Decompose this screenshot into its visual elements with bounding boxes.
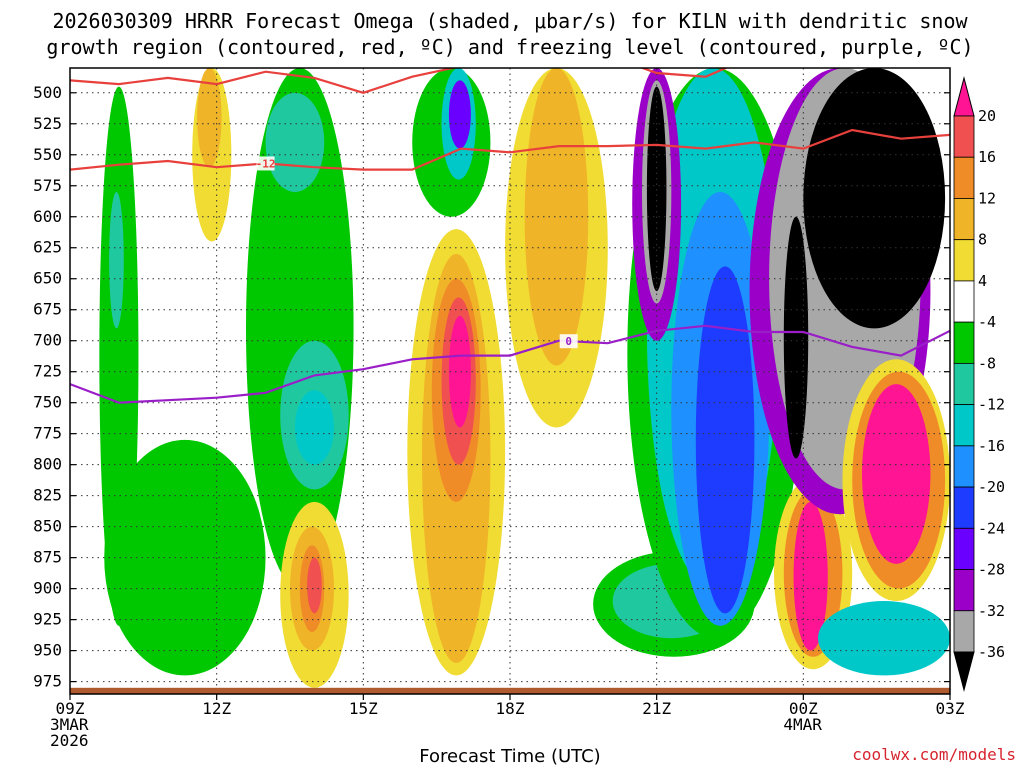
colorbar-label-10: -24 xyxy=(978,519,1005,537)
y-tick-label-775: 775 xyxy=(33,424,62,443)
colorbar-swatch-10 xyxy=(953,527,975,570)
colorbar-swatch-3 xyxy=(953,239,975,282)
colorbar-label-0: 20 xyxy=(978,107,996,125)
x-tick-year-09Z: 2026 xyxy=(50,731,89,750)
colorbar-swatch-5 xyxy=(953,321,975,364)
colorbar-swatch-0 xyxy=(953,115,975,158)
x-axis-label: Forecast Time (UTC) xyxy=(419,746,600,767)
colorbar-label-11: -28 xyxy=(978,561,1005,579)
chart-title-line1: 2026030309 HRRR Forecast Omega (shaded, … xyxy=(52,9,968,33)
omega-region-12 xyxy=(307,557,322,614)
terrain xyxy=(70,687,950,694)
colorbar-label-3: 8 xyxy=(978,231,987,249)
chart-title-line2: growth region (contoured, red, ºC) and f… xyxy=(46,35,973,59)
omega-region-20 xyxy=(448,315,471,428)
colorbar-label-7: -12 xyxy=(978,396,1005,414)
y-tick-label-600: 600 xyxy=(33,207,62,226)
dgz-contour-lower xyxy=(70,128,950,171)
y-tick-label-550: 550 xyxy=(33,145,62,164)
colorbar: 20 16 12 8 4 -4 -8 -12 -16 -20 -24 -28 -32 -36 xyxy=(953,76,1005,692)
colorbar-swatch-8 xyxy=(953,445,975,488)
y-tick-label-875: 875 xyxy=(33,548,62,567)
omega-region-39 xyxy=(818,601,950,676)
y-tick-label-950: 950 xyxy=(33,641,62,660)
y-tick-label-925: 925 xyxy=(33,610,62,629)
colorbar-swatch-6 xyxy=(953,362,975,406)
colorbar-bottom-arrow xyxy=(953,651,975,692)
y-tick-label-575: 575 xyxy=(33,176,62,195)
omega-region-28 xyxy=(695,266,755,614)
contours: -12 0 xyxy=(70,68,950,404)
colorbar-swatch-9 xyxy=(953,486,975,529)
y-tick-label-800: 800 xyxy=(33,455,62,474)
x-tick-label-09Z: 09Z xyxy=(56,699,85,718)
colorbar-label-4: 4 xyxy=(978,272,987,290)
colorbar-label-9: -20 xyxy=(978,478,1005,496)
y-tick-label-675: 675 xyxy=(33,300,62,319)
x-tick-label-18Z: 18Z xyxy=(496,699,525,718)
colorbar-label-12: -32 xyxy=(978,602,1005,620)
omega-region-6 xyxy=(265,92,325,192)
y-tick-label-825: 825 xyxy=(33,486,62,505)
freezing-level-label-bg xyxy=(559,334,578,349)
colorbar-label-6: -8 xyxy=(978,354,996,372)
omega-region-34 xyxy=(793,501,828,651)
omega-region-22 xyxy=(524,68,589,366)
y-tick-label-850: 850 xyxy=(33,517,62,536)
y-tick-label-900: 900 xyxy=(33,579,62,598)
omega-region-37 xyxy=(803,68,946,329)
x-tick-label-12Z: 12Z xyxy=(202,699,231,718)
omega-region-38 xyxy=(783,216,809,459)
colorbar-swatch-1 xyxy=(953,156,975,199)
y-tick-label-750: 750 xyxy=(33,393,62,412)
omega-region-1 xyxy=(109,191,124,329)
colorbar-swatch-2 xyxy=(953,198,975,241)
y-tick-label-650: 650 xyxy=(33,269,62,288)
colorbar-label-5: -4 xyxy=(978,313,996,331)
colorbar-swatch-4 xyxy=(953,280,975,323)
y-tick-label-975: 975 xyxy=(33,672,62,691)
y-tick-label-725: 725 xyxy=(33,362,62,381)
credit-text: coolwx.com/models xyxy=(852,745,1016,764)
omega-region-8 xyxy=(294,390,335,465)
x-tick-label-15Z: 15Z xyxy=(349,699,378,718)
y-axis: 500 525 550 575 600 625 650 675 700 725 750 775 800 8… xyxy=(33,83,950,691)
colorbar-swatch-11 xyxy=(953,569,975,612)
y-tick-label-700: 700 xyxy=(33,331,62,350)
x-tick-date-00Z: 4MAR xyxy=(783,715,822,734)
omega-shading xyxy=(99,68,950,688)
x-tick-label-03Z: 03Z xyxy=(936,699,965,718)
y-tick-label-500: 500 xyxy=(33,83,62,102)
colorbar-label-2: 12 xyxy=(978,189,996,207)
colorbar-label-1: 16 xyxy=(978,148,996,166)
dgz-contour-label: -12 xyxy=(256,157,276,170)
terrain-bar xyxy=(70,687,950,694)
colorbar-swatch-7 xyxy=(953,404,975,447)
omega-region-15 xyxy=(448,80,471,149)
colorbar-swatch-12 xyxy=(953,610,975,653)
omega-region-42 xyxy=(862,384,931,564)
colorbar-label-13: -36 xyxy=(978,643,1005,661)
dgz-contour-label-bg xyxy=(256,156,275,171)
x-tick-label-00Z: 00Z xyxy=(789,699,818,718)
x-tick-date-09Z: 3MAR xyxy=(50,715,89,734)
y-tick-label-525: 525 xyxy=(33,114,62,133)
freezing-level-contour xyxy=(70,324,950,404)
x-tick-label-21Z: 21Z xyxy=(642,699,671,718)
freezing-level-label: 0 xyxy=(565,335,572,348)
grid-lines xyxy=(70,68,950,694)
omega-region-31 xyxy=(646,86,667,292)
colorbar-label-8: -16 xyxy=(978,437,1005,455)
colorbar-top-arrow xyxy=(953,76,975,117)
y-tick-label-625: 625 xyxy=(33,238,62,257)
omega-region-2 xyxy=(104,439,266,676)
dgz-contour-upper xyxy=(70,68,729,94)
